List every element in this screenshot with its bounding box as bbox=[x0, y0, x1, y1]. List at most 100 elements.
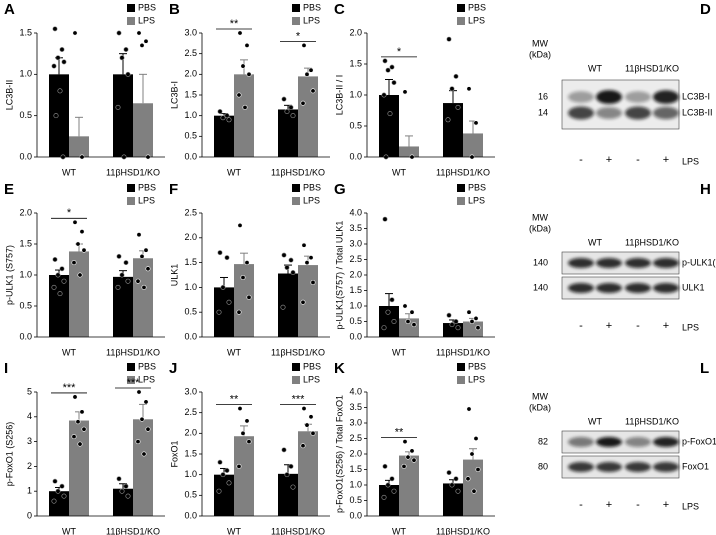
data-point bbox=[135, 439, 141, 445]
significance-label: *** bbox=[292, 393, 306, 405]
blot-band bbox=[568, 283, 594, 293]
y-tick-label: 0.0 bbox=[184, 151, 197, 161]
data-point bbox=[136, 30, 142, 36]
y-tick-label: 3.0 bbox=[184, 27, 197, 37]
data-point bbox=[308, 255, 314, 261]
chart-panel: J FoxO1 0.0 0.5 1.0 1.5 2.0 2.5 3.0 WT 11βHSD1/KO P… bbox=[169, 360, 330, 535]
panel-letter: L bbox=[700, 360, 709, 377]
data-point bbox=[409, 309, 415, 315]
legend-swatch bbox=[457, 17, 465, 25]
y-tick-label: 2.5 bbox=[184, 207, 197, 217]
y-axis-label: p-ULK1 (S757) bbox=[4, 245, 14, 305]
data-point bbox=[391, 80, 397, 86]
data-point bbox=[226, 480, 232, 486]
data-point bbox=[469, 451, 475, 457]
data-point bbox=[220, 472, 226, 478]
blot-band bbox=[596, 107, 622, 119]
band-label: LC3B-I bbox=[682, 91, 710, 101]
data-point bbox=[53, 113, 59, 119]
significance-label: ** bbox=[230, 18, 239, 30]
blot-frame bbox=[561, 79, 680, 130]
data-point bbox=[123, 483, 129, 489]
data-point bbox=[281, 252, 287, 258]
y-tick-label: 1.0 bbox=[184, 469, 197, 479]
legend-label: LPS bbox=[468, 195, 485, 205]
y-tick-label: 1.0 bbox=[349, 300, 362, 310]
data-point bbox=[280, 304, 286, 310]
data-point bbox=[473, 120, 479, 126]
data-point bbox=[246, 439, 252, 445]
data-point bbox=[445, 117, 451, 123]
data-point bbox=[284, 109, 290, 115]
data-point bbox=[409, 448, 415, 454]
y-axis-label: LC3B-II / I bbox=[334, 75, 344, 116]
y-tick-label: 1.5 bbox=[184, 89, 197, 99]
data-point bbox=[290, 113, 296, 119]
y-tick-label: 1.0 bbox=[349, 89, 362, 99]
bar bbox=[49, 74, 69, 157]
legend-label: PBS bbox=[138, 2, 156, 12]
legend-swatch bbox=[292, 363, 300, 371]
bar bbox=[443, 483, 463, 516]
bar bbox=[69, 251, 89, 337]
data-point bbox=[475, 466, 481, 472]
data-point bbox=[220, 284, 226, 290]
group-label: WT bbox=[588, 63, 602, 73]
legend-label: PBS bbox=[303, 182, 321, 192]
band-label: ULK1 bbox=[682, 282, 705, 292]
data-point bbox=[224, 113, 230, 119]
data-point bbox=[455, 325, 461, 331]
data-point bbox=[119, 55, 125, 61]
data-point bbox=[59, 47, 65, 53]
bar bbox=[49, 275, 69, 337]
chart-panel: Ep-ULK1 (S757) 0.0 0.5 1.0 1.5 2.0 WT 11βHSD1/K… bbox=[4, 181, 165, 357]
data-point bbox=[125, 71, 131, 77]
panel-letter: E bbox=[4, 181, 14, 198]
significance-label: *** bbox=[63, 382, 77, 394]
treatment-label: LPS bbox=[682, 322, 699, 332]
data-point bbox=[119, 488, 125, 494]
y-tick-label: 0.0 bbox=[184, 510, 197, 520]
blot-band bbox=[568, 462, 594, 472]
data-point bbox=[288, 104, 294, 110]
mw-marker: 16 bbox=[538, 91, 548, 101]
data-point bbox=[143, 399, 149, 405]
panel-letter: J bbox=[169, 360, 177, 377]
y-tick-label: 2.0 bbox=[349, 27, 362, 37]
mw-unit: (kDa) bbox=[529, 402, 551, 412]
data-point bbox=[310, 430, 316, 436]
y-tick-label: 1.5 bbox=[19, 27, 32, 37]
data-point bbox=[237, 406, 243, 412]
data-point bbox=[77, 441, 83, 447]
data-point bbox=[446, 36, 452, 42]
x-tick-label: WT bbox=[227, 167, 241, 177]
x-tick-label: 11βHSD1/KO bbox=[436, 526, 490, 535]
data-point bbox=[300, 100, 306, 106]
data-point bbox=[401, 463, 407, 469]
y-tick-label: 1.0 bbox=[184, 282, 197, 292]
legend-swatch bbox=[457, 363, 465, 371]
data-point bbox=[116, 253, 122, 259]
y-tick-label: 2.0 bbox=[19, 207, 32, 217]
data-point bbox=[216, 488, 222, 494]
treatment-sign: - bbox=[579, 320, 583, 332]
data-point bbox=[284, 265, 290, 271]
data-point bbox=[244, 42, 250, 48]
data-point bbox=[139, 42, 145, 48]
legend-label: LPS bbox=[303, 374, 320, 384]
blot-band bbox=[568, 106, 594, 120]
y-tick-label: 0.0 bbox=[19, 331, 32, 341]
bar bbox=[234, 74, 254, 157]
band-label: LC3B-II bbox=[682, 107, 713, 117]
y-tick-label: 1.5 bbox=[184, 448, 197, 458]
data-point bbox=[391, 318, 397, 324]
error-bar bbox=[240, 252, 248, 265]
y-tick-label: 2.0 bbox=[184, 69, 197, 79]
legend-label: PBS bbox=[468, 182, 486, 192]
significance-label: ** bbox=[395, 427, 404, 439]
data-point bbox=[57, 88, 63, 94]
y-tick-label: 0.0 bbox=[349, 510, 362, 520]
legend-label: LPS bbox=[138, 15, 155, 25]
data-point bbox=[240, 430, 246, 436]
y-tick-label: 1.5 bbox=[19, 238, 32, 248]
